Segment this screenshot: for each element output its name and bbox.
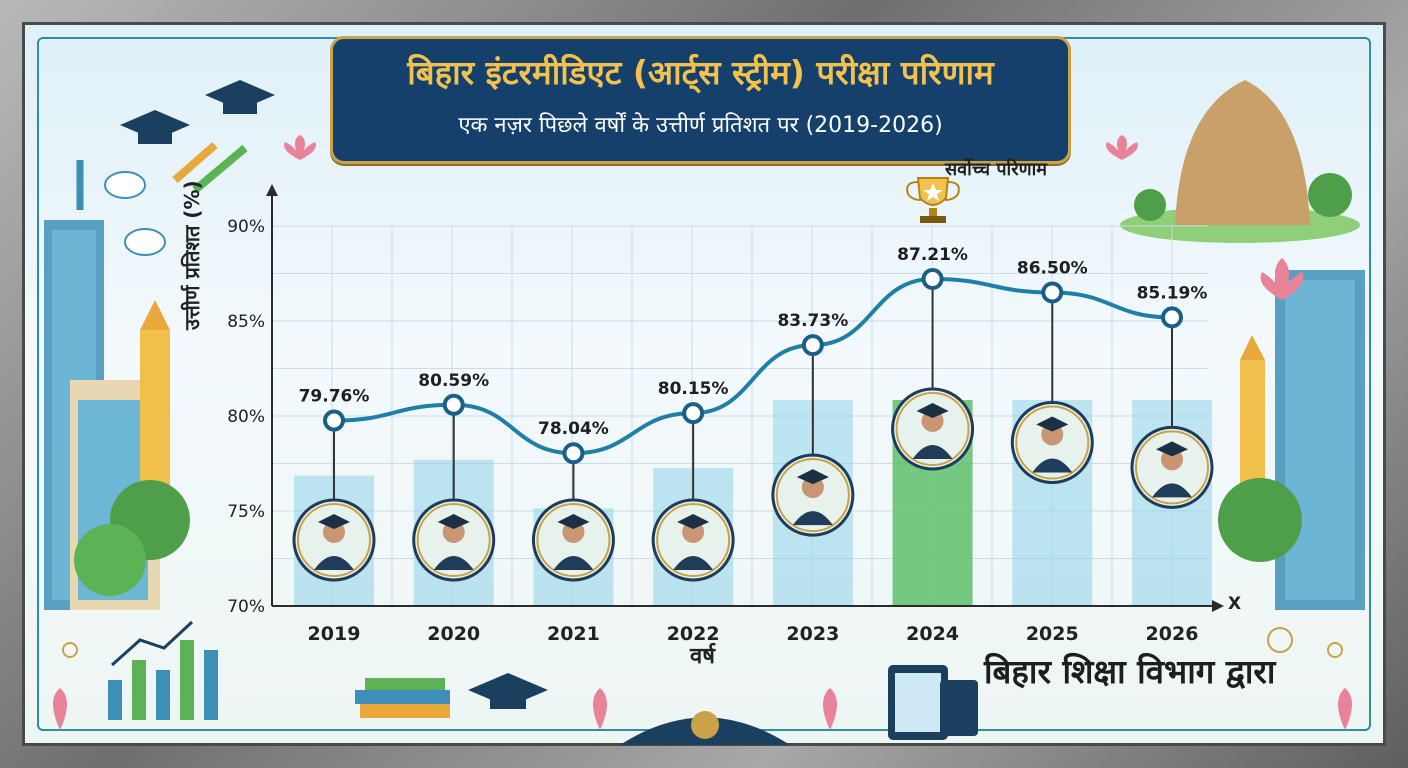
trophy-icon	[906, 177, 960, 223]
building-right-icon	[1240, 270, 1365, 610]
data-point	[323, 409, 345, 432]
student-avatar-icon	[891, 387, 975, 471]
graduation-cap-bottom-icon	[468, 673, 548, 709]
data-point	[1161, 306, 1183, 329]
points	[323, 268, 1183, 465]
x-axis-title: वर्ष	[690, 644, 715, 669]
student-avatar-icon	[531, 498, 615, 582]
title-banner: बिहार इंटरमीडिएट (आर्ट्स स्ट्रीम) परीक्ष…	[330, 36, 1071, 164]
x-ticks: 2019 2020 2021 2022 2023 2024 2025 2026	[308, 623, 1199, 645]
data-point	[442, 393, 465, 416]
footer-text: बिहार शिक्षा विभाग द्वारा	[984, 652, 1276, 691]
stupa-icon	[1120, 80, 1360, 243]
top-result-label: सर्वोच्च परिणाम	[945, 159, 1048, 180]
data-point	[921, 268, 944, 291]
y-tick-label: 90%	[227, 217, 265, 237]
data-label: 79.76%	[299, 387, 370, 407]
pencil-icon	[76, 141, 248, 210]
data-label: 80.15%	[658, 379, 729, 399]
series-line	[333, 277, 1173, 456]
speech-bubble-icon	[104, 171, 166, 256]
graduation-cap-icon	[120, 80, 275, 144]
y-tick-label: 70%	[227, 597, 265, 617]
x-tick-label: 2026	[1146, 623, 1199, 645]
avatars	[292, 387, 1214, 582]
ornament-icon	[62, 627, 1343, 658]
axes	[266, 184, 1224, 612]
x-tick-label: 2022	[667, 623, 720, 645]
data-label: 78.04%	[538, 419, 609, 439]
x-tick-label: 2023	[786, 623, 839, 645]
data-point	[801, 334, 824, 357]
x-tick-label: 2024	[906, 623, 959, 645]
stems	[333, 279, 1173, 502]
books-icon	[355, 678, 450, 718]
student-avatar-icon	[1130, 425, 1214, 509]
chart-title: बिहार इंटरमीडिएट (आर्ट्स स्ट्रीम) परीक्ष…	[407, 53, 994, 92]
x-tick-label: 2019	[308, 623, 361, 645]
y-axis-arrow	[266, 184, 278, 196]
lotus-icon	[53, 135, 1352, 730]
data-point	[1041, 281, 1064, 304]
data-label: 86.50%	[1017, 259, 1088, 279]
student-avatar-icon	[412, 498, 496, 582]
y-tick-label: 80%	[227, 407, 265, 427]
y-axis-title: उत्तीर्ण प्रतिशत (%)	[180, 180, 204, 330]
data-point	[682, 402, 705, 425]
student-avatar-icon	[771, 453, 855, 537]
x-tick-label: 2021	[547, 623, 600, 645]
data-label: 85.19%	[1137, 283, 1208, 303]
y-tick-label: 75%	[227, 502, 265, 522]
student-avatar-icon	[1010, 401, 1094, 484]
x-tick-label: 2020	[427, 623, 480, 645]
data-labels: 79.76% 80.59% 78.04% 80.15% 83.73% 87.21% 86.5…	[299, 245, 1208, 439]
chart-subtitle: एक नज़र पिछले वर्षों के उत्तीर्ण प्रतिशत…	[458, 113, 943, 138]
student-avatar-icon	[292, 498, 376, 582]
x-tick-label: 2025	[1026, 623, 1079, 645]
tablet-icon	[888, 665, 978, 740]
student-avatar-icon	[651, 498, 735, 582]
mini-bar-chart-icon	[108, 620, 218, 720]
data-point	[562, 442, 585, 465]
y-ticks: 90% 85% 80% 75% 70%	[227, 217, 265, 617]
data-label: 83.73%	[777, 311, 848, 331]
y-tick-label: 85%	[227, 312, 265, 332]
x-axis-arrow	[1212, 600, 1224, 612]
tree-right-icon	[1218, 478, 1302, 562]
x-axis-mark: X	[1228, 594, 1242, 614]
data-label: 80.59%	[418, 371, 489, 391]
data-label: 87.21%	[897, 245, 968, 265]
